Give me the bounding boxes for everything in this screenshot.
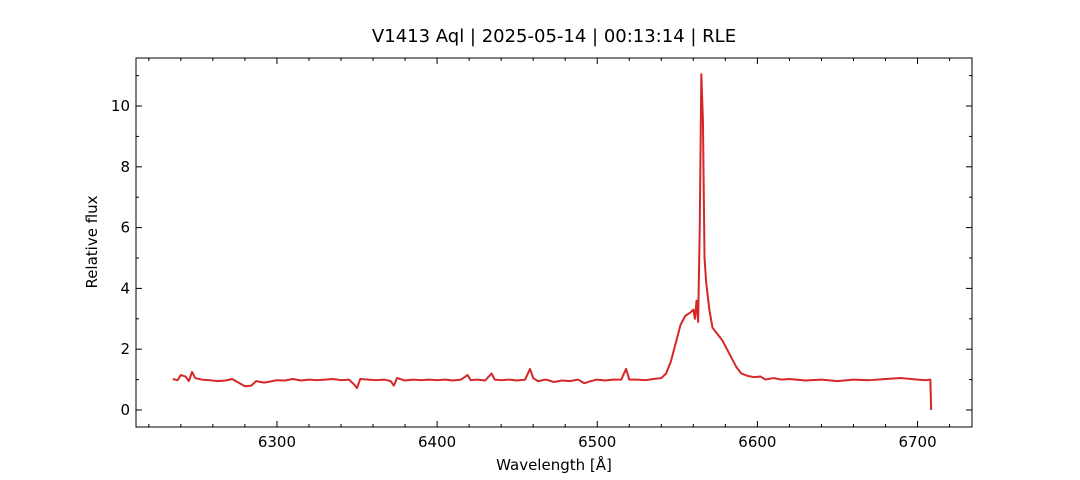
y-tick-label: 10 xyxy=(111,97,130,115)
x-tick-label: 6300 xyxy=(258,433,296,451)
x-tick-label: 6500 xyxy=(578,433,616,451)
y-axis-label: Relative flux xyxy=(83,195,101,288)
spectrum-line xyxy=(172,73,933,411)
x-tick-label: 6700 xyxy=(898,433,936,451)
y-tick-label: 0 xyxy=(120,401,130,419)
x-tick-label: 6600 xyxy=(738,433,776,451)
y-tick-label: 6 xyxy=(120,219,130,237)
x-axis-label: Wavelength [Å] xyxy=(496,455,612,474)
y-tick-label: 4 xyxy=(120,279,130,297)
x-tick-label: 6400 xyxy=(418,433,456,451)
y-tick-label: 2 xyxy=(120,340,130,358)
plot-frame xyxy=(135,57,973,428)
y-tick-label: 8 xyxy=(120,158,130,176)
chart-title: V1413 Aql | 2025-05-14 | 00:13:14 | RLE xyxy=(372,26,736,47)
